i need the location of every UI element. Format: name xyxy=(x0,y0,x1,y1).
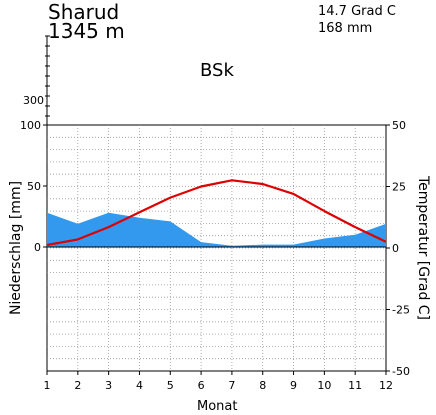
station-name: Sharud xyxy=(48,0,120,24)
left-tick-label: 50 xyxy=(27,180,41,193)
x-tick-label: 2 xyxy=(74,379,81,392)
x-tick-label: 7 xyxy=(228,379,235,392)
x-tick-label: 3 xyxy=(105,379,112,392)
x-tick-label: 9 xyxy=(290,379,297,392)
x-tick-label: 4 xyxy=(136,379,143,392)
precipitation-area xyxy=(47,212,386,247)
x-tick-label: 12 xyxy=(379,379,393,392)
x-tick-label: 8 xyxy=(259,379,266,392)
left-tick-label: 300 xyxy=(23,94,44,107)
right-tick-label: 25 xyxy=(392,181,406,194)
station-elevation: 1345 m xyxy=(48,19,125,43)
x-tick-label: 5 xyxy=(167,379,174,392)
annual-precipitation: 168 mm xyxy=(318,21,373,36)
left-tick-label: 100 xyxy=(20,119,41,132)
x-tick-label: 10 xyxy=(317,379,331,392)
climate-classification: BSk xyxy=(200,60,234,81)
right-tick-label: 0 xyxy=(392,242,399,255)
x-tick-label: 1 xyxy=(44,379,51,392)
mean-temperature: 14.7 Grad C xyxy=(318,4,396,19)
left-tick-label: 0 xyxy=(34,241,41,254)
right-tick-label: 50 xyxy=(392,119,406,132)
x-tick-label: 11 xyxy=(348,379,362,392)
right-tick-label: -25 xyxy=(392,304,410,317)
right-axis-title: Temperatur [Grad C] xyxy=(415,175,431,321)
right-tick-label: -50 xyxy=(392,365,410,378)
x-axis-title: Monat xyxy=(197,399,238,414)
left-axis-title: Niederschlag [mm] xyxy=(8,180,24,316)
x-tick-label: 6 xyxy=(198,379,205,392)
temperature-line xyxy=(46,179,387,247)
